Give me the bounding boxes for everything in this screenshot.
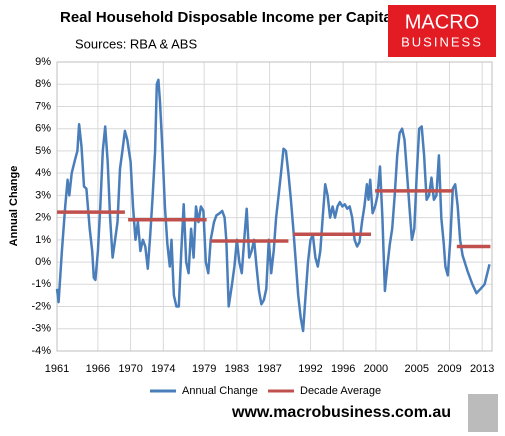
x-tick-label: 1979 (192, 363, 216, 375)
y-axis-title: Annual Change (8, 166, 20, 247)
wolf-icon (468, 394, 498, 432)
y-tick-label: 2% (35, 212, 51, 224)
logo-text: BUSINESS (401, 34, 483, 49)
y-tick-label: -3% (31, 323, 51, 335)
y-tick-label: 9% (35, 56, 51, 68)
x-tick-label: 1970 (118, 363, 142, 375)
x-tick-label: 2000 (364, 363, 388, 375)
y-tick-label: -2% (31, 300, 51, 312)
x-tick-label: 1961 (45, 363, 69, 375)
logo-text: MACRO (405, 11, 479, 33)
x-tick-label: 1992 (298, 363, 322, 375)
series-line (57, 189, 491, 249)
footer: www.macrobusiness.com.au (231, 404, 451, 421)
y-tick-label: 3% (35, 189, 51, 201)
series-line (55, 78, 491, 333)
y-tick-label: 4% (35, 167, 51, 179)
chart-title: Real Household Disposable Income per Cap… (60, 9, 392, 26)
y-tick-label: 7% (35, 100, 51, 112)
x-tick-label: 2005 (405, 363, 429, 375)
y-tick-label: 8% (35, 78, 51, 90)
logo-box (388, 5, 496, 57)
y-tick-label: 1% (35, 234, 51, 246)
x-tick-label: 1974 (151, 363, 175, 375)
legend-label: Decade Average (300, 385, 381, 397)
legend-label: Annual Change (182, 385, 258, 397)
x-tick-label: 2013 (470, 363, 494, 375)
y-tick-label: 5% (35, 145, 51, 157)
x-tick-label: 1996 (331, 363, 355, 375)
x-tick-label: 1966 (86, 363, 110, 375)
x-tick-label: 1987 (257, 363, 281, 375)
y-tick-label: 0% (35, 256, 51, 268)
chart-subtitle: Sources: RBA & ABS (75, 36, 197, 51)
x-tick-label: 1983 (225, 363, 249, 375)
y-tick-label: 6% (35, 123, 51, 135)
x-tick-label: 2009 (437, 363, 461, 375)
plot-border (56, 61, 493, 352)
y-tick-label: -1% (31, 278, 51, 290)
y-tick-label: -4% (31, 345, 51, 357)
